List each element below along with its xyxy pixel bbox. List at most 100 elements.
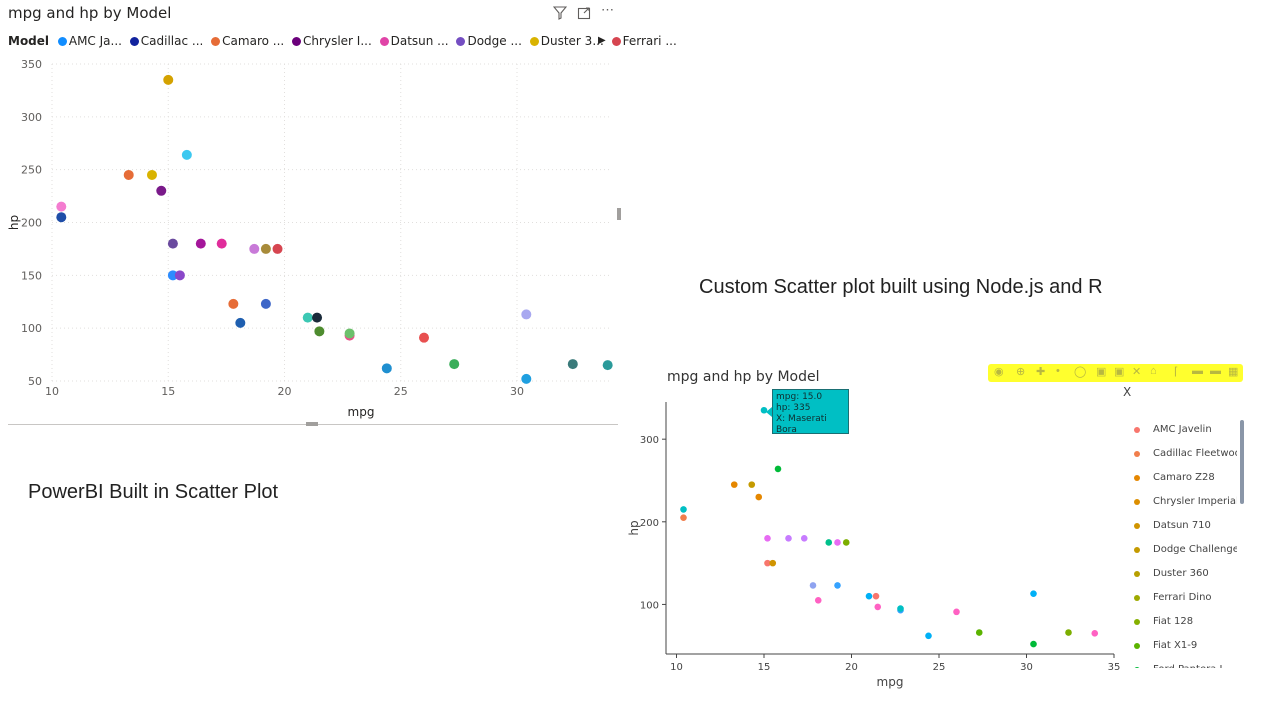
custom-plot-area[interactable]: 100 200 300 10 15 20 25 30 35 mpg hp xyxy=(622,346,1250,704)
tooltip-model: X: Maserati Bora xyxy=(776,414,827,435)
data-point xyxy=(953,608,960,616)
legend-swatch xyxy=(379,37,389,46)
x-tick-label: 10 xyxy=(670,662,683,673)
legend-scrollbar[interactable] xyxy=(1240,420,1244,504)
resize-handle-bottom[interactable] xyxy=(306,422,318,426)
data-point xyxy=(755,493,763,501)
data-point xyxy=(216,238,227,249)
legend-swatch xyxy=(1134,547,1140,553)
x-tick-label: 35 xyxy=(1108,662,1121,673)
legend-item[interactable]: Ferrari ... xyxy=(611,34,677,48)
data-point xyxy=(56,201,67,212)
reset-axes-icon[interactable]: ⌂ xyxy=(1150,365,1157,377)
powerbi-plot-area[interactable]: 50 100 150 200 250 300 350 10 15 20 25 30 mpg hp xyxy=(0,52,622,424)
data-point xyxy=(146,169,157,180)
y-tick-label: 350 xyxy=(21,58,42,71)
x-tick-label: 15 xyxy=(161,385,175,398)
legend-label: Fiat X1-9 xyxy=(1153,640,1198,651)
legend-item[interactable]: AMC Javelin xyxy=(1132,420,1237,444)
legend-swatch xyxy=(1134,451,1140,457)
data-point xyxy=(785,535,792,542)
y-tick-label: 200 xyxy=(21,217,42,230)
resize-handle-right[interactable] xyxy=(617,208,621,220)
data-point xyxy=(228,298,239,309)
data-point xyxy=(774,465,782,473)
legend-item[interactable]: AMC Ja... xyxy=(57,34,122,48)
data-point xyxy=(314,326,325,337)
powerbi-scatter-visual[interactable]: mpg and hp by Model ⋯ Model AMC Ja... Ca… xyxy=(0,0,677,428)
data-point xyxy=(809,582,817,589)
legend-item[interactable]: Duster 3... xyxy=(529,34,604,48)
data-point xyxy=(680,506,687,513)
legend-item[interactable]: Cadillac ... xyxy=(129,34,203,48)
data-point xyxy=(419,332,429,343)
y-tick-label: 50 xyxy=(28,375,42,388)
data-point xyxy=(449,359,460,370)
legend-item[interactable]: Chrysler Imperial xyxy=(1132,492,1237,516)
data-point xyxy=(249,243,260,254)
data-point xyxy=(602,360,613,371)
zoom-out-icon[interactable]: ▣ xyxy=(1114,366,1125,378)
data-point xyxy=(174,270,185,281)
data-point xyxy=(764,559,771,567)
filter-icon[interactable] xyxy=(552,6,568,23)
data-point xyxy=(748,481,756,488)
data-point xyxy=(800,535,808,542)
legend-label: Datsun 710 xyxy=(1153,520,1211,531)
data-point xyxy=(156,185,167,196)
legend-item[interactable]: Duster 360 xyxy=(1132,564,1237,588)
legend-item[interactable]: Datsun 710 xyxy=(1132,516,1237,540)
data-point xyxy=(260,298,271,309)
data-point xyxy=(897,605,904,612)
powerbi-legend: Model AMC Ja... Cadillac ... Camaro ... … xyxy=(8,34,681,50)
focus-mode-icon[interactable] xyxy=(577,6,591,23)
pan-icon[interactable]: ✚ xyxy=(1036,366,1046,378)
legend-item[interactable]: Cadillac Fleetwood xyxy=(1132,444,1237,468)
lasso-icon[interactable]: • xyxy=(1056,365,1060,377)
data-point xyxy=(834,582,841,589)
legend-item[interactable]: Camaro ... xyxy=(211,34,284,48)
plotly-modebar[interactable]: ◉ ⊕ ✚ • ◯ ▣ ▣ ✕ ⌂ ⌈ ▬ ▬ ▦ xyxy=(988,364,1243,382)
more-options-icon[interactable]: ⋯ xyxy=(601,2,614,17)
legend-item[interactable]: Datsun ... xyxy=(379,34,449,48)
data-point xyxy=(302,312,313,323)
data-point xyxy=(312,312,323,323)
legend-swatch xyxy=(1134,499,1140,505)
legend-item[interactable]: Camaro Z28 xyxy=(1132,468,1237,492)
x-tick-label: 10 xyxy=(45,385,59,398)
data-point xyxy=(834,539,841,546)
legend-label: Ferrari Dino xyxy=(1153,592,1212,603)
data-point xyxy=(1065,629,1072,636)
powerbi-chart-title: mpg and hp by Model xyxy=(8,4,172,22)
compare-icon[interactable]: ▬ xyxy=(1210,365,1221,377)
custom-scatter-visual xyxy=(622,346,1250,704)
camera-icon[interactable]: ◉ xyxy=(994,366,1004,378)
box-select-icon[interactable]: ◯ xyxy=(1074,366,1087,378)
spike-icon[interactable]: ⌈ xyxy=(1174,366,1179,378)
legend-swatch xyxy=(292,37,302,46)
legend-next-arrow-icon[interactable]: ▶ xyxy=(598,35,606,46)
data-point xyxy=(195,238,206,249)
autoscale-icon[interactable]: ✕ xyxy=(1132,366,1142,378)
zoom-in-icon[interactable]: ▣ xyxy=(1096,366,1107,378)
legend-item[interactable]: Ferrari Dino xyxy=(1132,588,1237,612)
legend-item[interactable]: Fiat X1-9 xyxy=(1132,636,1237,660)
tooltip-arrow xyxy=(766,407,772,417)
legend-title: Model xyxy=(8,34,50,48)
y-axis-title: hp xyxy=(627,520,641,535)
legend-label: AMC Javelin xyxy=(1153,424,1212,435)
legend-item[interactable]: Chrysler I... xyxy=(292,34,372,48)
tooltip-mpg: mpg: 15.0 xyxy=(776,392,823,402)
legend-swatch xyxy=(611,37,621,46)
data-point xyxy=(181,149,192,160)
legend-swatch xyxy=(57,37,67,46)
zoom-icon[interactable]: ⊕ xyxy=(1016,366,1026,378)
legend-item[interactable]: Dodge Challenger xyxy=(1132,540,1237,564)
data-point xyxy=(56,212,67,223)
legend-label: AMC Ja... xyxy=(68,34,122,48)
hover-icon[interactable]: ▬ xyxy=(1192,365,1203,377)
legend-item[interactable]: Fiat 128 xyxy=(1132,612,1237,636)
plotly-logo-icon[interactable]: ▦ xyxy=(1228,366,1239,378)
legend-item[interactable]: Dodge ... xyxy=(456,34,522,48)
legend-item[interactable]: Ford Pantera L xyxy=(1132,660,1237,668)
